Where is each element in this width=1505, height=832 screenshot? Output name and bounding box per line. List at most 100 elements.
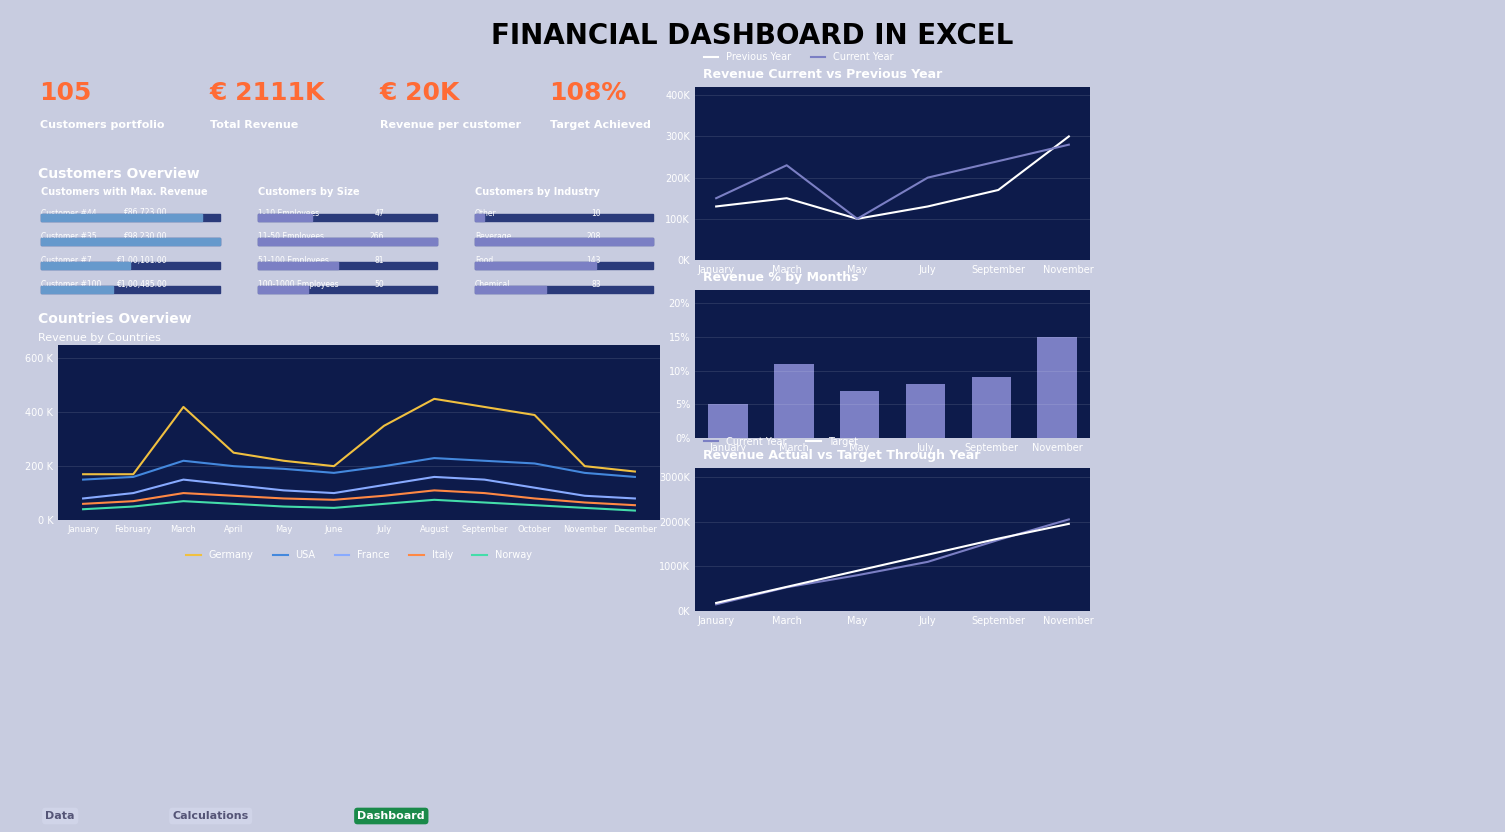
FancyBboxPatch shape bbox=[257, 261, 339, 269]
USA bbox=[525, 458, 543, 468]
FancyBboxPatch shape bbox=[41, 261, 131, 269]
France bbox=[325, 488, 343, 498]
Text: 83: 83 bbox=[591, 280, 600, 290]
FancyBboxPatch shape bbox=[257, 285, 436, 293]
Target bbox=[1060, 519, 1078, 529]
FancyBboxPatch shape bbox=[474, 285, 546, 293]
Line: Current Year: Current Year bbox=[716, 519, 1069, 604]
FancyBboxPatch shape bbox=[257, 238, 436, 245]
Text: 11-50 Employees: 11-50 Employees bbox=[257, 232, 324, 241]
Text: 50: 50 bbox=[375, 280, 384, 290]
FancyBboxPatch shape bbox=[474, 238, 653, 245]
Text: Customers by Industry: Customers by Industry bbox=[474, 187, 599, 197]
Norway bbox=[576, 503, 594, 513]
Norway bbox=[476, 498, 494, 508]
Current Year bbox=[1060, 140, 1078, 150]
Current Year bbox=[849, 570, 867, 580]
Italy bbox=[74, 499, 92, 509]
FancyBboxPatch shape bbox=[41, 238, 220, 245]
FancyBboxPatch shape bbox=[474, 238, 653, 245]
Norway bbox=[375, 499, 393, 509]
Text: Customers by Size: Customers by Size bbox=[257, 187, 360, 197]
Text: Revenue per customer: Revenue per customer bbox=[379, 120, 521, 130]
Text: Customer #7: Customer #7 bbox=[41, 256, 92, 265]
Text: €1,00,485.00: €1,00,485.00 bbox=[116, 280, 167, 290]
USA bbox=[325, 468, 343, 478]
USA bbox=[125, 472, 143, 482]
FancyBboxPatch shape bbox=[257, 214, 436, 221]
Line: France: France bbox=[83, 477, 635, 498]
Norway bbox=[325, 503, 343, 513]
Text: 108%: 108% bbox=[549, 81, 628, 105]
Line: Germany: Germany bbox=[83, 399, 635, 474]
Text: Target Achieved: Target Achieved bbox=[549, 120, 650, 130]
France bbox=[125, 488, 143, 498]
Target bbox=[778, 582, 796, 592]
Text: Revenue by Countries: Revenue by Countries bbox=[38, 333, 161, 344]
FancyBboxPatch shape bbox=[474, 214, 483, 221]
FancyBboxPatch shape bbox=[257, 214, 312, 221]
Previous Year bbox=[1060, 131, 1078, 141]
Text: 47: 47 bbox=[375, 209, 384, 217]
FancyBboxPatch shape bbox=[474, 285, 653, 293]
Norway bbox=[224, 499, 242, 509]
Line: Norway: Norway bbox=[83, 500, 635, 511]
Text: Chemical: Chemical bbox=[474, 280, 510, 290]
Bar bbox=[709, 404, 748, 438]
Text: Food: Food bbox=[474, 256, 494, 265]
Line: Italy: Italy bbox=[83, 490, 635, 505]
USA bbox=[426, 453, 444, 463]
Italy bbox=[576, 498, 594, 508]
USA bbox=[74, 474, 92, 484]
Current Year bbox=[849, 214, 867, 224]
France bbox=[275, 485, 293, 495]
Text: Data: Data bbox=[45, 811, 75, 821]
FancyBboxPatch shape bbox=[257, 285, 309, 293]
Previous Year bbox=[918, 201, 936, 211]
Legend: Previous Year, Current Year: Previous Year, Current Year bbox=[700, 48, 897, 67]
FancyBboxPatch shape bbox=[474, 261, 596, 269]
Text: Other: Other bbox=[474, 209, 497, 217]
USA bbox=[224, 461, 242, 471]
Current Year bbox=[707, 193, 725, 203]
Current Year bbox=[989, 156, 1007, 166]
Previous Year bbox=[778, 193, 796, 203]
Bar bbox=[840, 391, 879, 438]
Germany bbox=[576, 461, 594, 471]
France bbox=[426, 472, 444, 482]
Target bbox=[918, 550, 936, 560]
Text: €98,230.00: €98,230.00 bbox=[123, 232, 167, 241]
Text: 1-10 Employees: 1-10 Employees bbox=[257, 209, 319, 217]
Bar bbox=[1037, 337, 1078, 438]
Text: € 20K: € 20K bbox=[379, 81, 461, 105]
Italy bbox=[375, 491, 393, 501]
FancyBboxPatch shape bbox=[41, 214, 220, 221]
FancyBboxPatch shape bbox=[41, 238, 220, 245]
Previous Year bbox=[989, 185, 1007, 195]
Germany bbox=[125, 469, 143, 479]
Norway bbox=[175, 496, 193, 506]
Text: Revenue Current vs Previous Year: Revenue Current vs Previous Year bbox=[703, 68, 942, 82]
Current Year bbox=[918, 557, 936, 567]
Text: Dashboard: Dashboard bbox=[358, 811, 424, 821]
FancyBboxPatch shape bbox=[257, 238, 436, 245]
Text: Countries Overview: Countries Overview bbox=[38, 312, 191, 326]
Text: Customers with Max. Revenue: Customers with Max. Revenue bbox=[41, 187, 208, 197]
Text: 100-1000 Employees: 100-1000 Employees bbox=[257, 280, 339, 290]
Text: Customer #44: Customer #44 bbox=[41, 209, 96, 217]
Text: 51-100 Employees: 51-100 Employees bbox=[257, 256, 328, 265]
Line: Current Year: Current Year bbox=[716, 145, 1069, 219]
France bbox=[626, 493, 644, 503]
Norway bbox=[125, 502, 143, 512]
Text: Revenue Actual vs Target Through Year: Revenue Actual vs Target Through Year bbox=[703, 449, 980, 463]
FancyBboxPatch shape bbox=[257, 261, 436, 269]
Text: 208: 208 bbox=[587, 232, 600, 241]
Target bbox=[989, 533, 1007, 543]
Text: Revenue % by Months: Revenue % by Months bbox=[703, 271, 858, 285]
Italy bbox=[224, 491, 242, 501]
Germany bbox=[426, 394, 444, 404]
Norway bbox=[74, 504, 92, 514]
Italy bbox=[476, 488, 494, 498]
Germany bbox=[175, 402, 193, 412]
FancyBboxPatch shape bbox=[474, 261, 653, 269]
